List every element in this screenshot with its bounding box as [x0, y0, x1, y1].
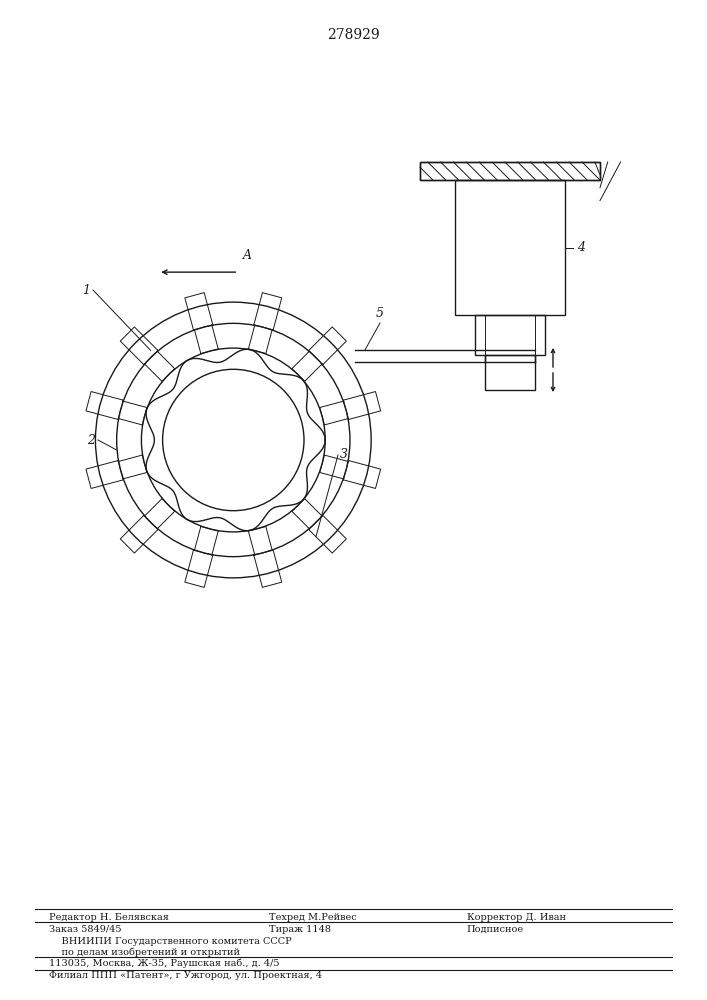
Text: по делам изобретений и открытий: по делам изобретений и открытий — [49, 947, 240, 957]
Text: Техред М.Рейвес: Техред М.Рейвес — [269, 912, 356, 922]
Bar — [420, 162, 600, 180]
Text: 1: 1 — [82, 284, 90, 296]
Text: 278929: 278929 — [327, 28, 380, 42]
Text: ВНИИПИ Государственного комитета СССР: ВНИИПИ Государственного комитета СССР — [49, 936, 292, 946]
Text: Корректор Д. Иван: Корректор Д. Иван — [467, 912, 566, 922]
Bar — [455, 180, 565, 315]
Text: Тираж 1148: Тираж 1148 — [269, 924, 331, 934]
Text: A: A — [243, 249, 252, 262]
Text: 3: 3 — [340, 448, 348, 462]
Text: Заказ 5849/45: Заказ 5849/45 — [49, 924, 122, 934]
Text: 113035, Москва, Ж-35, Раушская наб., д. 4/5: 113035, Москва, Ж-35, Раушская наб., д. … — [49, 958, 280, 968]
Text: Филиал ППП «Патент», г Ужгород, ул. Проектная, 4: Филиал ППП «Патент», г Ужгород, ул. Прое… — [49, 972, 322, 980]
Text: Подписное: Подписное — [467, 924, 524, 934]
Bar — [485, 355, 535, 390]
Text: 2: 2 — [87, 434, 95, 446]
Text: 4: 4 — [577, 241, 585, 254]
Text: 5: 5 — [376, 307, 384, 320]
Bar — [420, 162, 600, 180]
Bar — [475, 315, 545, 355]
Text: Редактор Н. Белявская: Редактор Н. Белявская — [49, 912, 170, 922]
